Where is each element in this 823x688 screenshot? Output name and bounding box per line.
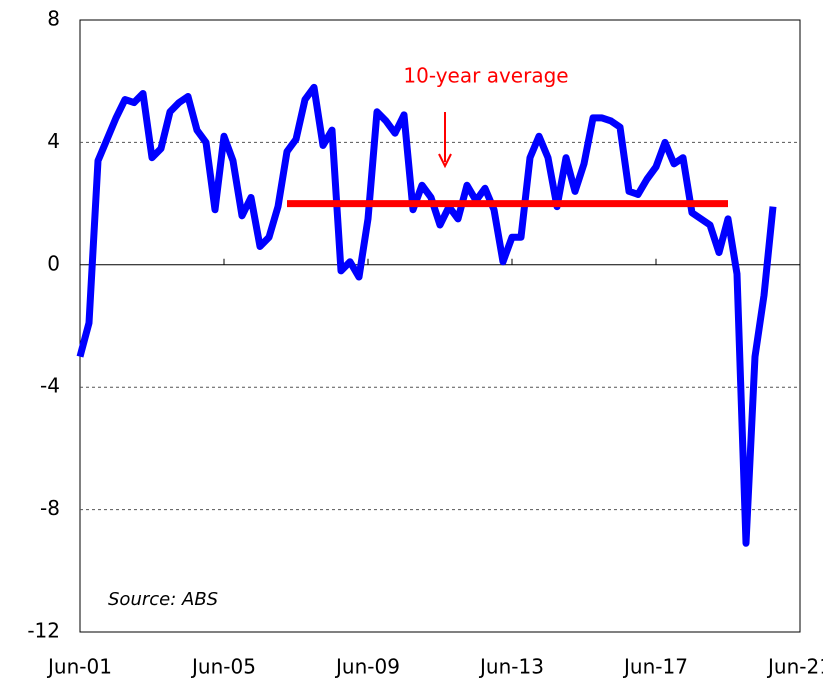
x-tick-label: Jun-13 <box>478 655 544 679</box>
y-tick-label: 0 <box>47 251 60 275</box>
y-tick-label: -4 <box>40 374 60 398</box>
annotation: 10-year average <box>403 64 568 88</box>
y-tick-label: -12 <box>27 619 60 643</box>
y-tick-label: -8 <box>40 496 60 520</box>
x-tick-label: Jun-09 <box>334 655 400 679</box>
x-tick-label: Jun-17 <box>622 655 688 679</box>
x-tick-label: Jun-05 <box>190 655 256 679</box>
x-tick-label: Jun-21 <box>766 655 823 679</box>
plot-frame <box>79 19 801 633</box>
annotation-arrowhead <box>438 153 452 169</box>
y-tick-label: 4 <box>47 129 60 153</box>
y-tick-label: 8 <box>47 7 60 31</box>
x-tick-label: Jun-01 <box>46 655 112 679</box>
source-note: Source: ABS <box>108 589 218 610</box>
data-line <box>76 83 777 547</box>
